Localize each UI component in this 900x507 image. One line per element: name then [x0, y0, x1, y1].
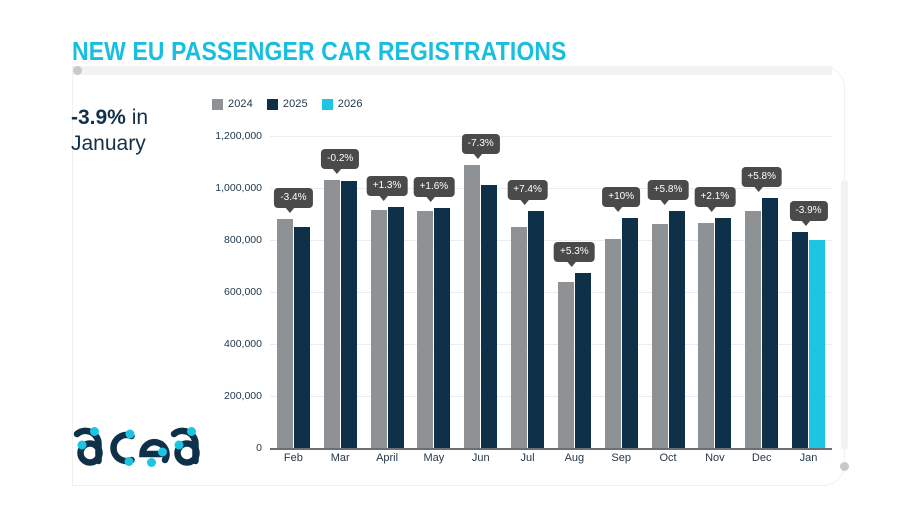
bar-dec-2024[interactable] — [745, 211, 762, 448]
chart-bars: -3.4% -0.2% +1.3% +1.6% -7.3% +7.4% +5.3% +10% +… — [270, 128, 832, 448]
legend-swatch-2026 — [321, 98, 333, 110]
x-tick-label-may: May — [423, 452, 445, 464]
bar-group-feb: -3.4% — [270, 128, 317, 448]
legend-item-2024[interactable]: 2024 — [212, 98, 253, 110]
bar-group-oct: +5.8% — [645, 128, 692, 448]
x-tick-label-sep: Sep — [611, 452, 631, 464]
legend-swatch-2025 — [266, 98, 278, 110]
bar-group-jun: -7.3% — [457, 128, 504, 448]
x-tick-label-feb: Feb — [283, 452, 303, 464]
scrollbar[interactable] — [841, 180, 848, 450]
headline-stat: -3.9% in January — [71, 105, 201, 158]
card-top-strip — [72, 66, 832, 75]
bar-oct-2025[interactable] — [668, 211, 685, 448]
bar-group-mar: -0.2% — [317, 128, 364, 448]
bar-label-oct: +5.8% — [647, 180, 689, 206]
bar-group-april: +1.3% — [364, 128, 411, 448]
bar-label-jul: +7.4% — [507, 179, 548, 205]
bar-nov-2025[interactable] — [715, 218, 732, 448]
y-tick-label: 1,000,000 — [215, 182, 262, 194]
x-tick-label-nov: Nov — [705, 452, 725, 464]
bar-may-2024[interactable] — [417, 211, 434, 448]
x-tick-label-april: April — [376, 452, 399, 464]
page-title: NEW EU PASSENGER CAR REGISTRATIONS — [72, 36, 567, 66]
gridline — [270, 240, 832, 241]
bar-jul-2024[interactable] — [511, 227, 528, 448]
bar-group-nov: +2.1% — [691, 128, 738, 448]
y-tick-label: 400,000 — [224, 338, 262, 350]
bar-oct-2024[interactable] — [651, 224, 668, 448]
bar-label-may: +1.6% — [413, 176, 455, 202]
legend-item-2025[interactable]: 2025 — [266, 98, 308, 110]
bar-group-jul: +7.4% — [504, 128, 551, 448]
bar-mar-2024[interactable] — [323, 180, 340, 448]
acea-logo — [70, 415, 205, 477]
bar-sep-2025[interactable] — [621, 217, 638, 448]
bar-aug-2025[interactable] — [574, 272, 591, 448]
bar-jul-2025[interactable] — [528, 210, 545, 448]
bar-april-2025[interactable] — [387, 206, 404, 448]
bar-label-nov: +2.1% — [694, 187, 736, 213]
x-tick-label-jul: Jul — [520, 452, 535, 464]
x-tick-label-mar: Mar — [330, 452, 350, 464]
gridline — [270, 344, 832, 345]
x-axis: Feb Mar April May Jun Jul Aug Sep Oct Nov Dec Jan — [270, 452, 832, 464]
axis-baseline — [270, 448, 832, 450]
x-tick-label-dec: Dec — [751, 452, 772, 464]
legend-swatch-2024 — [212, 98, 223, 110]
x-tick-label-jan: Jan — [799, 452, 818, 464]
x-tick-label-jun: Jun — [471, 452, 490, 464]
bar-label-sep: +10% — [602, 186, 641, 212]
y-axis: 0 200,000 400,000 600,000 800,000 1,000,000 1,… — [212, 128, 268, 454]
gridline — [270, 292, 832, 293]
chart-plot-area: 0 200,000 400,000 600,000 800,000 1,000,000 1,… — [212, 128, 832, 454]
bar-dec-2025[interactable] — [762, 197, 779, 448]
bar-jan-2026[interactable] — [809, 240, 826, 448]
bar-group-aug: +5.3% — [551, 128, 598, 448]
bar-group-sep: +10% — [598, 128, 645, 448]
bar-group-jan: -3.9% — [785, 128, 832, 448]
bar-group-may: +1.6% — [410, 128, 457, 448]
bar-jun-2025[interactable] — [481, 185, 498, 448]
bar-label-mar: -0.2% — [321, 149, 360, 175]
legend-item-2026[interactable]: 2026 — [321, 98, 363, 110]
scrollbar-thumb[interactable] — [840, 462, 849, 471]
headline-stat-suffix: in January — [71, 106, 149, 156]
bar-may-2025[interactable] — [434, 207, 451, 448]
bar-label-feb: -3.4% — [274, 188, 313, 214]
bar-jun-2024[interactable] — [464, 164, 481, 448]
y-tick-label: 600,000 — [224, 286, 262, 298]
card-handle-dot — [73, 66, 82, 75]
x-tick-label-aug: Aug — [564, 452, 585, 464]
bar-mar-2025[interactable] — [340, 180, 357, 448]
bar-jan-2025[interactable] — [792, 231, 809, 448]
bar-aug-2024[interactable] — [557, 281, 574, 448]
bar-label-jan: -3.9% — [789, 200, 828, 226]
chart-legend: 2024 2025 2026 — [212, 98, 363, 110]
y-tick-label: 1,200,000 — [215, 130, 262, 142]
bar-april-2024[interactable] — [370, 210, 387, 448]
y-tick-label: 0 — [256, 442, 262, 454]
bar-label-dec: +5.8% — [741, 166, 783, 192]
bar-sep-2024[interactable] — [604, 238, 621, 448]
bar-nov-2024[interactable] — [698, 223, 715, 448]
gridline — [270, 396, 832, 397]
legend-label-2024: 2024 — [228, 98, 253, 110]
bar-group-dec: +5.8% — [738, 128, 785, 448]
legend-label-2025: 2025 — [282, 98, 308, 110]
bar-label-jun: -7.3% — [461, 133, 500, 159]
bar-feb-2025[interactable] — [293, 227, 310, 448]
bar-label-april: +1.3% — [366, 175, 408, 201]
chart-gridlines — [270, 128, 832, 450]
gridline — [270, 136, 832, 137]
y-tick-label: 200,000 — [224, 390, 262, 402]
gridline — [270, 188, 832, 189]
bar-label-aug: +5.3% — [554, 241, 595, 267]
x-tick-label-oct: Oct — [659, 452, 677, 464]
headline-stat-value: -3.9% — [71, 106, 126, 129]
y-tick-label: 800,000 — [224, 234, 262, 246]
bar-feb-2024[interactable] — [276, 219, 293, 448]
legend-label-2026: 2026 — [337, 98, 363, 110]
